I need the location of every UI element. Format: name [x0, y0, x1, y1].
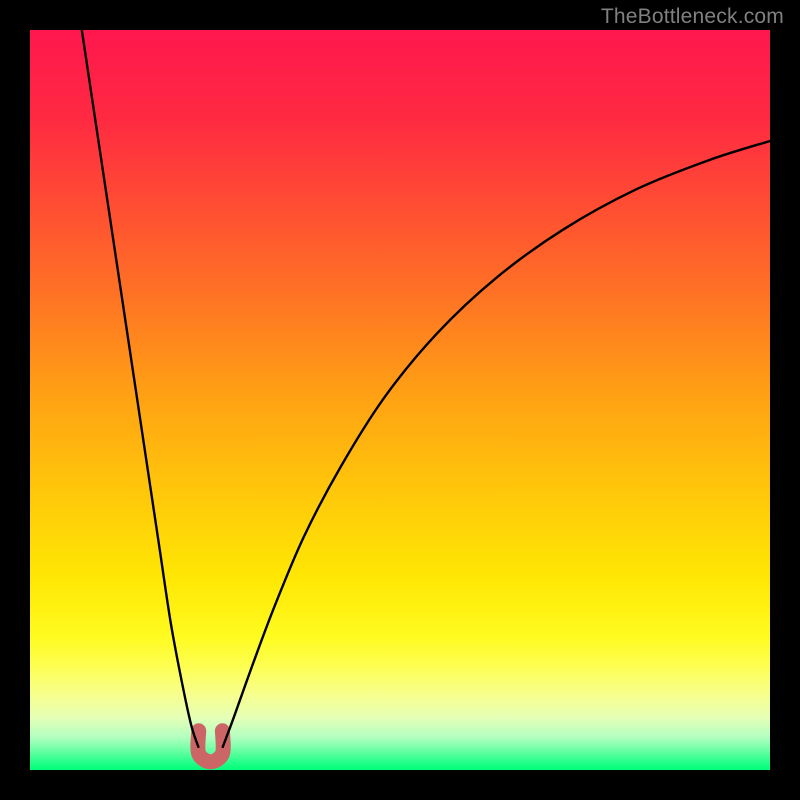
curve-overlay: [30, 30, 770, 770]
bottleneck-chart-canvas: TheBottleneck.com: [0, 0, 800, 800]
trough-marker: [198, 731, 223, 762]
curve-right-branch: [222, 141, 770, 748]
curve-left-branch: [82, 30, 199, 748]
chart-plot-area: [30, 30, 770, 770]
watermark-text: TheBottleneck.com: [601, 5, 784, 29]
